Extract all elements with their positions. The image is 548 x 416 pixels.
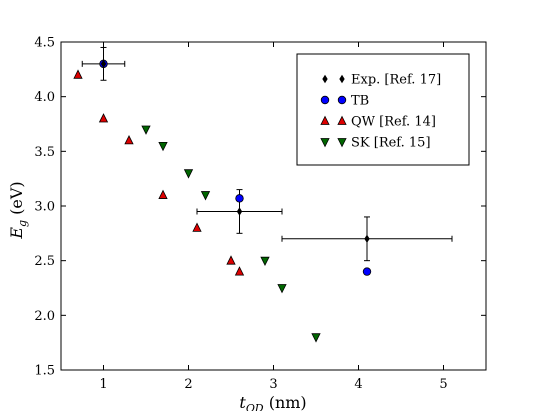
legend-marker	[337, 138, 347, 148]
y-tick-label: 1.5	[34, 364, 55, 379]
y-tick-label: 3.0	[34, 200, 55, 215]
triangle-down-data-point	[183, 169, 194, 179]
legend-box	[296, 53, 470, 166]
x-tick-label: 4	[354, 377, 362, 392]
triangle-up-data-point	[234, 266, 245, 276]
legend-marker	[320, 95, 330, 105]
y-tick-label: 2.5	[34, 254, 55, 269]
tick-labels: 1 2 3 4 5 1.5 2.0 2.5 3.0 3.5 4.0 4.5	[34, 36, 447, 393]
triangle-up-data-point	[192, 222, 202, 232]
legend-marker	[320, 115, 330, 125]
legend-marker	[337, 95, 347, 105]
x-tick-label: 2	[184, 377, 192, 392]
triangle-down-data-point	[260, 256, 270, 267]
x-tick-label: 3	[269, 377, 277, 392]
axis-ticks	[61, 41, 486, 371]
triangle-up-data-point	[226, 255, 236, 265]
triangle-down-data-point	[277, 284, 287, 294]
diamond-data-point	[236, 207, 243, 216]
y-tick-label: 3.5	[34, 145, 55, 160]
triangle-down-data-point	[200, 191, 211, 201]
legend-label: Exp. [Ref. 17]	[351, 73, 441, 88]
x-tick-label: 5	[439, 377, 447, 392]
triangle-up-data-point	[98, 113, 109, 123]
triangle-up-data-point	[124, 135, 134, 145]
x-tick-label: 1	[99, 377, 107, 392]
legend-label: SK [Ref. 15]	[351, 136, 431, 151]
triangle-up-data-point	[73, 69, 83, 79]
triangle-down-data-point	[311, 333, 321, 343]
legend-marker	[320, 138, 330, 148]
legend-marker	[339, 74, 345, 84]
y-tick-label: 2.0	[34, 309, 55, 324]
y-tick-label: 4.5	[34, 36, 55, 51]
y-tick-label: 4.0	[34, 90, 55, 105]
triangle-down-data-point	[158, 141, 168, 152]
diamond-data-point	[364, 234, 370, 244]
circle-data-point	[235, 194, 244, 203]
legend: Exp. [Ref. 17] TB QW [Ref. 14] SK [Ref. 15]	[296, 53, 470, 166]
x-axis-label: tQD (nm)	[239, 393, 306, 411]
triangle-down-data-point	[141, 125, 151, 135]
data-points	[73, 59, 372, 343]
circle-data-point	[362, 267, 372, 276]
triangle-up-data-point	[158, 189, 168, 199]
legend-marker	[337, 115, 347, 125]
legend-marker	[322, 74, 328, 84]
diamond-data-point	[100, 59, 107, 69]
legend-label: QW [Ref. 14]	[351, 115, 436, 130]
legend-label: TB	[351, 94, 369, 109]
y-axis-label: Eg (eV)	[7, 181, 29, 239]
